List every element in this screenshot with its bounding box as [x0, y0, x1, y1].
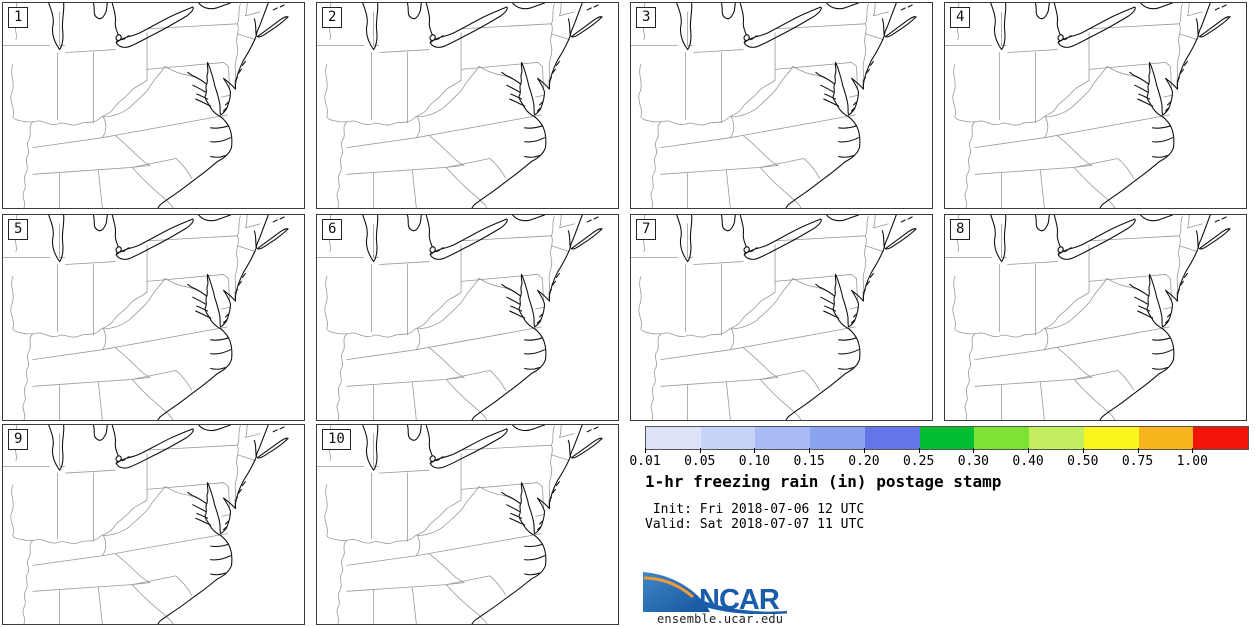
colorbar-segment [974, 427, 1030, 449]
member-number-badge: 9 [8, 429, 29, 450]
member-number-badge: 5 [8, 219, 29, 240]
member-number-badge: 4 [950, 7, 971, 28]
colorbar-segment [864, 427, 920, 449]
member-number-badge: 2 [322, 7, 343, 28]
member-number: 5 [14, 221, 23, 237]
basemap [945, 215, 1246, 420]
figure-title: 1-hr freezing rain (in) postage stamp [645, 472, 1002, 491]
ensemble-member-panel-8: 8 [944, 214, 1247, 421]
basemap [3, 3, 304, 208]
basemap [317, 215, 618, 420]
colorbar-tick-label: 0.50 [1067, 454, 1099, 469]
colorbar-segment [1083, 427, 1139, 449]
colorbar-tick [918, 448, 920, 453]
colorbar-tick [1028, 448, 1030, 453]
colorbar-segment [646, 427, 701, 449]
basemap [631, 215, 932, 420]
member-number: 9 [14, 431, 23, 447]
member-number: 4 [956, 9, 965, 25]
valid-time: Valid: Sat 2018-07-07 11 UTC [645, 517, 865, 532]
ensemble-member-panel-9: 9 [2, 424, 305, 625]
colorbar-tick [1082, 448, 1084, 453]
member-number-badge: 3 [636, 7, 657, 28]
ensemble-member-panel-10: 10 [316, 424, 619, 625]
colorbar-tick-label: 0.40 [1012, 454, 1044, 469]
ensemble-member-panel-6: 6 [316, 214, 619, 421]
colorbar-tick-label: 0.10 [738, 454, 771, 469]
basemap [631, 3, 932, 208]
member-number-badge: 8 [950, 219, 971, 240]
member-number-badge: 7 [636, 219, 657, 240]
ensemble-member-panel-5: 5 [2, 214, 305, 421]
colorbar-segment [1138, 427, 1194, 449]
colorbar-tick [645, 448, 646, 453]
member-number: 2 [328, 9, 337, 25]
ncar-logo-text: NCAR [699, 584, 780, 614]
ncar-logo-orange-arc [643, 576, 694, 599]
basemap [3, 215, 304, 420]
ensemble-member-panel-1: 1 [2, 2, 305, 209]
ncar-logo-swoosh [643, 572, 710, 612]
colorbar-tick-label: 0.30 [957, 454, 990, 469]
ensemble-member-panel-7: 7 [630, 214, 933, 421]
colorbar-segment [755, 427, 811, 449]
colorbar-tick-label: 0.75 [1121, 454, 1154, 469]
member-number-badge: 1 [8, 7, 29, 28]
basemap [945, 3, 1246, 208]
colorbar-segment [1029, 427, 1084, 449]
colorbar-segment [700, 427, 756, 449]
ensemble-member-panel-2: 2 [316, 2, 619, 209]
colorbar-segment [919, 427, 975, 449]
colorbar-segment [810, 427, 865, 449]
basemap [317, 425, 618, 624]
member-number-badge: 6 [322, 219, 343, 240]
ncar-logo: NCAR [643, 572, 787, 614]
colorbar-tick [754, 448, 756, 453]
member-number: 3 [642, 9, 651, 25]
colorbar-tick-label: 0.25 [902, 454, 935, 469]
member-number: 1 [14, 9, 23, 25]
colorbar-tick-label: 0.05 [684, 454, 716, 469]
colorbar-tick [1192, 448, 1194, 453]
member-number-badge: 10 [322, 429, 351, 450]
ensemble-member-panel-4: 4 [944, 2, 1247, 209]
colorbar-tick-label: 0.01 [629, 454, 661, 469]
member-number: 10 [328, 431, 345, 447]
basemap [3, 425, 304, 624]
colorbar-tick-label: 0.20 [848, 454, 880, 469]
colorbar-tick [809, 448, 811, 453]
colorbar-tick [1137, 448, 1139, 453]
init-time: Init: Fri 2018-07-06 12 UTC [645, 502, 865, 517]
colorbar-tick [699, 448, 701, 453]
ncar-logo-tail [699, 600, 787, 614]
member-number: 6 [328, 221, 337, 237]
colorbar-tick-label: 0.15 [793, 454, 825, 469]
colorbar-tick [973, 448, 975, 453]
basemap [317, 3, 618, 208]
member-number: 7 [642, 221, 651, 237]
colorbar [645, 426, 1249, 450]
colorbar-segment [1193, 427, 1249, 449]
colorbar-tick [863, 448, 865, 453]
logo-url: ensemble.ucar.edu [657, 612, 784, 626]
member-number: 8 [956, 221, 965, 237]
ensemble-member-panel-3: 3 [630, 2, 933, 209]
colorbar-scale: 0.01 0.05 0.10 0.15 0.20 0.25 0.30 0.40 0.50 0.75… [629, 448, 1247, 472]
colorbar-tick-label: 1.00 [1176, 454, 1208, 469]
